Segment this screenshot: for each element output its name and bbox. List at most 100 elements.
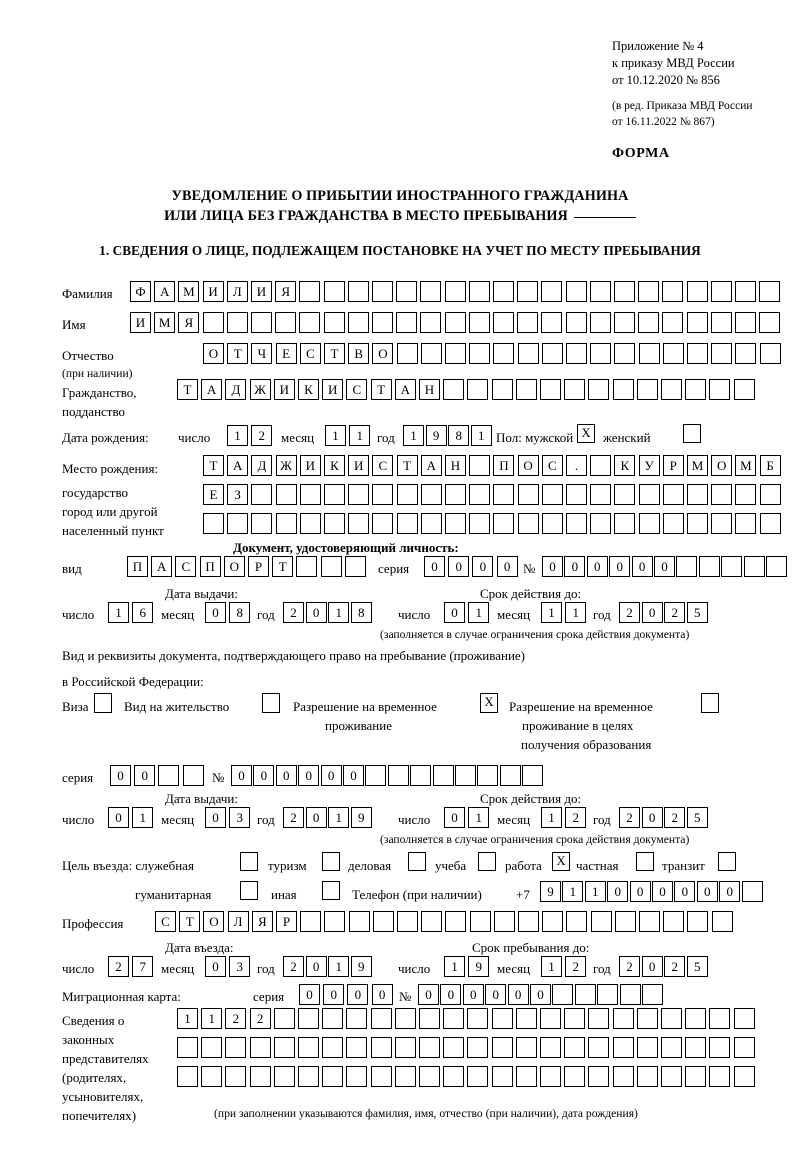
entry-year-cell-0[interactable]: 2 <box>283 956 304 977</box>
surname-cell-2[interactable]: М <box>178 281 200 302</box>
patronymic-cell-21[interactable] <box>711 343 733 364</box>
doc-series-cell-2[interactable]: 0 <box>472 556 494 577</box>
birth-place-r2-cell-15[interactable] <box>566 484 587 505</box>
mcard-number-cell-7[interactable] <box>574 984 596 1005</box>
doc-number-cell-7[interactable] <box>698 556 720 577</box>
entry-year-cell-3[interactable]: 9 <box>350 956 372 977</box>
legal-r2-cell-18[interactable] <box>612 1037 634 1058</box>
citizenship-cell-18[interactable] <box>612 379 634 400</box>
legal-r1-cell-4[interactable] <box>273 1008 295 1029</box>
legal-r3-cell-19[interactable] <box>636 1066 658 1087</box>
profession-cell-11[interactable] <box>421 911 443 932</box>
name-cell-1[interactable]: М <box>154 312 176 333</box>
birth-place-r2-cell-18[interactable] <box>638 484 660 505</box>
patronymic-cell-3[interactable]: Е <box>275 343 297 364</box>
legal-r2-cell-3[interactable] <box>249 1037 271 1058</box>
patronymic-cell-14[interactable] <box>541 343 563 364</box>
legal-r1-cell-14[interactable] <box>515 1008 537 1029</box>
mcard-number-cell-4[interactable]: 0 <box>507 984 529 1005</box>
birth-place-r3-cell-2[interactable] <box>251 513 273 534</box>
permit-issue-day-cell-1[interactable]: 1 <box>132 807 154 828</box>
legal-r2-cell-16[interactable] <box>564 1037 586 1058</box>
birth-place-r3-cell-20[interactable] <box>687 513 708 534</box>
entry-year-cell-1[interactable]: 0 <box>305 956 327 977</box>
surname-cell-1[interactable]: А <box>154 281 176 302</box>
birth-day-cell-0[interactable]: 1 <box>227 425 248 446</box>
birth-place-r2-cell-23[interactable] <box>759 484 781 505</box>
permit-issue-year-cell-0[interactable]: 2 <box>283 807 304 828</box>
citizenship-cell-2[interactable]: Д <box>225 379 247 400</box>
legal-r3-cell-1[interactable] <box>201 1066 223 1087</box>
surname-cell-17[interactable] <box>541 281 563 302</box>
permit-valid-month-cell-1[interactable]: 2 <box>565 807 587 828</box>
doc-issue-year-cell-1[interactable]: 0 <box>305 602 327 623</box>
doc-kind-cell-5[interactable]: Р <box>248 556 269 577</box>
citizenship-cell-5[interactable]: К <box>298 379 319 400</box>
mcard-number-cell-2[interactable]: 0 <box>462 984 484 1005</box>
legal-r3-cell-12[interactable] <box>467 1066 489 1087</box>
doc-kind-cell-4[interactable]: О <box>223 556 245 577</box>
birth-year-cell-1[interactable]: 9 <box>425 425 447 446</box>
birth-place-r3-cell-9[interactable] <box>420 513 442 534</box>
phone-cell-6[interactable]: 0 <box>674 881 696 902</box>
surname-cell-18[interactable] <box>565 281 587 302</box>
legal-r3-cell-17[interactable] <box>588 1066 610 1087</box>
name-cell-2[interactable]: Я <box>178 312 200 333</box>
phone-cell-5[interactable]: 0 <box>652 881 673 902</box>
legal-r3-cell-16[interactable] <box>564 1066 586 1087</box>
surname-cell-26[interactable] <box>759 281 781 302</box>
legal-r2-cell-12[interactable] <box>467 1037 489 1058</box>
legal-r2-cell-17[interactable] <box>588 1037 610 1058</box>
profession-cell-21[interactable] <box>663 911 685 932</box>
legal-r1-cell-19[interactable] <box>636 1008 658 1029</box>
legal-r1-cell-7[interactable] <box>346 1008 368 1029</box>
name-cell-0[interactable]: И <box>130 312 151 333</box>
permit-number-cell-3[interactable]: 0 <box>298 765 320 786</box>
permit-number-cell-12[interactable] <box>499 765 521 786</box>
birth-place-r1-cell-2[interactable]: Д <box>251 455 273 476</box>
mcard-number-cell-1[interactable]: 0 <box>440 984 462 1005</box>
name-cell-4[interactable] <box>226 312 248 333</box>
doc-issue-day-cell-0[interactable]: 1 <box>108 602 129 623</box>
name-cell-8[interactable] <box>323 312 345 333</box>
purpose-business-checkbox[interactable] <box>408 852 426 871</box>
legal-r1-cell-17[interactable] <box>588 1008 610 1029</box>
birth-place-r3-cell-10[interactable] <box>445 513 466 534</box>
permit-series-cell-1[interactable]: 0 <box>134 765 156 786</box>
birth-month-cell-0[interactable]: 1 <box>325 425 346 446</box>
legal-r3-cell-6[interactable] <box>322 1066 344 1087</box>
entry-year-cell-2[interactable]: 1 <box>328 956 350 977</box>
stay-day-cell-0[interactable]: 1 <box>444 956 465 977</box>
birth-place-r2-cell-4[interactable] <box>299 484 321 505</box>
legal-r3-cell-2[interactable] <box>225 1066 247 1087</box>
legal-r3-cell-15[interactable] <box>540 1066 561 1087</box>
doc-valid-year-cell-1[interactable]: 0 <box>641 602 663 623</box>
name-cell-15[interactable] <box>493 312 514 333</box>
name-cell-3[interactable] <box>202 312 224 333</box>
legal-r2-cell-4[interactable] <box>273 1037 295 1058</box>
permit-number-cell-0[interactable]: 0 <box>231 765 252 786</box>
birth-place-r3-cell-13[interactable] <box>517 513 539 534</box>
birth-place-r1-cell-17[interactable]: К <box>614 455 636 476</box>
doc-number-cell-2[interactable]: 0 <box>586 556 608 577</box>
birth-place-r3-cell-23[interactable] <box>759 513 781 534</box>
name-cell-12[interactable] <box>420 312 442 333</box>
birth-place-r1-cell-6[interactable]: И <box>348 455 370 476</box>
legal-r2-cell-2[interactable] <box>225 1037 247 1058</box>
mcard-number-cell-0[interactable]: 0 <box>418 984 439 1005</box>
birth-place-r3-cell-0[interactable] <box>203 513 224 534</box>
birth-month-cell-1[interactable]: 1 <box>349 425 371 446</box>
birth-place-r3-cell-3[interactable] <box>275 513 297 534</box>
legal-r2-cell-19[interactable] <box>636 1037 658 1058</box>
citizenship-cell-0[interactable]: Т <box>177 379 198 400</box>
permit-issue-day-cell-0[interactable]: 0 <box>108 807 129 828</box>
legal-r3-cell-10[interactable] <box>419 1066 440 1087</box>
birth-place-r1-cell-14[interactable]: С <box>541 455 563 476</box>
sex-female-checkbox[interactable] <box>683 424 701 443</box>
legal-r1-cell-8[interactable] <box>370 1008 392 1029</box>
doc-valid-month-cell-1[interactable]: 1 <box>565 602 587 623</box>
stay-day-cell-1[interactable]: 9 <box>468 956 490 977</box>
legal-r1-cell-22[interactable] <box>709 1008 731 1029</box>
birth-place-r2-cell-6[interactable] <box>348 484 370 505</box>
mcard-number-cell-10[interactable] <box>642 984 663 1005</box>
